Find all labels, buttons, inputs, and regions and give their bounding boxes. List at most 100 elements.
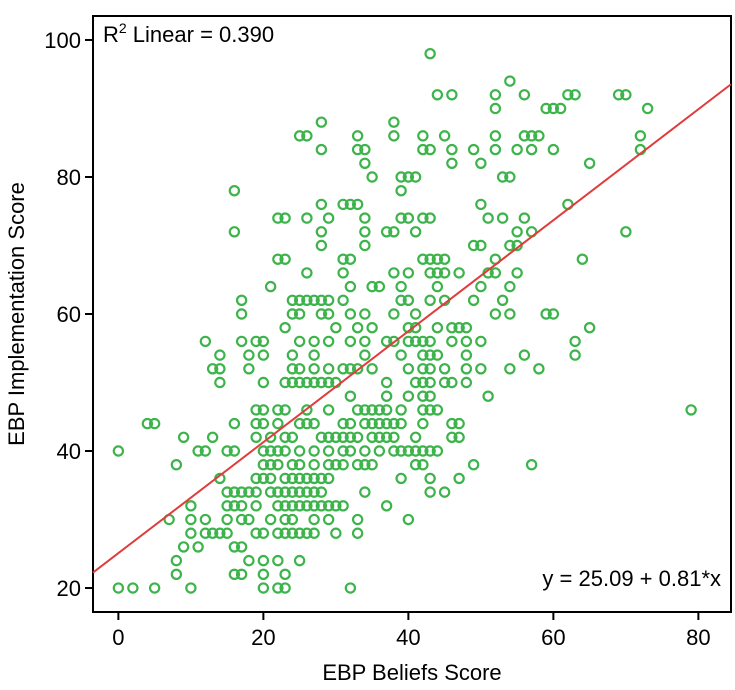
data-point [112,445,125,457]
data-point [547,308,560,320]
data-point [446,143,458,156]
data-point [431,267,444,279]
data-point [322,513,335,526]
data-point [301,472,313,485]
data-point [417,404,429,416]
data-point [235,335,248,348]
data-point [235,500,248,512]
data-point [417,445,429,457]
data-point [620,89,632,101]
data-point [257,335,270,348]
data-point [380,417,393,430]
data-point [257,527,270,539]
data-point [308,335,320,348]
data-point [424,294,436,306]
data-point [424,363,436,375]
data-point [402,171,415,183]
data-point [373,417,386,430]
data-point [228,184,241,197]
data-point [569,89,581,101]
data-point [250,486,262,498]
data-point [228,417,241,430]
data-point [547,143,560,156]
data-point [257,472,270,485]
data-point [257,376,270,389]
data-point [337,459,349,471]
data-point [293,554,306,567]
data-point [482,390,494,402]
data-point [475,157,487,169]
data-point [424,212,436,224]
data-point [315,308,328,320]
data-point [351,459,364,471]
data-point [344,390,357,402]
data-point [388,417,400,430]
data-point [453,431,465,444]
data-point [308,486,320,498]
data-point [264,486,277,498]
data-point [359,239,371,252]
data-point [395,349,407,361]
data-point [301,404,313,416]
data-point [272,404,284,416]
data-point [337,363,349,375]
data-point [243,554,255,567]
data-point [446,417,458,430]
data-point [264,445,277,457]
data-point [293,527,306,539]
data-point [569,349,581,361]
data-point [250,431,262,444]
data-point [308,459,320,471]
data-point [388,226,400,238]
data-point [438,267,451,279]
data-point [286,431,299,444]
data-point [446,157,458,169]
data-point [293,130,306,142]
data-point [199,513,212,526]
data-point [257,445,270,457]
data-point [424,472,436,485]
data-point [380,500,393,512]
data-point [475,280,487,293]
y-axis-title: EBP Implementation Score [4,182,29,446]
data-point [344,253,357,265]
data-point [206,527,219,539]
data-point [351,363,364,375]
data-point [402,513,415,526]
data-point [301,130,313,142]
data-point [431,280,444,293]
data-point [206,431,219,444]
data-point [424,390,436,402]
data-point [199,335,212,348]
data-point [272,486,284,498]
data-point [272,582,284,594]
data-point [417,390,429,402]
data-point [228,486,241,498]
data-point [395,280,407,293]
data-point [221,527,233,539]
data-point [475,198,487,211]
data-point [489,89,502,101]
data-point [250,417,262,430]
data-point [351,404,364,416]
data-point [235,308,248,320]
data-point [337,253,349,265]
data-point [322,500,335,512]
data-point [235,513,248,526]
data-point [395,472,407,485]
data-point [395,445,407,457]
data-point [315,472,328,485]
data-point [511,226,523,238]
data-point [351,130,364,142]
data-point [373,445,386,457]
data-point [279,212,291,224]
data-point [221,445,233,457]
data-point [221,500,233,512]
data-point [489,308,502,320]
data-point [380,390,393,402]
data-point [380,431,393,444]
data-point [322,459,335,471]
data-point [446,89,458,101]
data-point [308,363,320,375]
data-point [322,363,335,375]
